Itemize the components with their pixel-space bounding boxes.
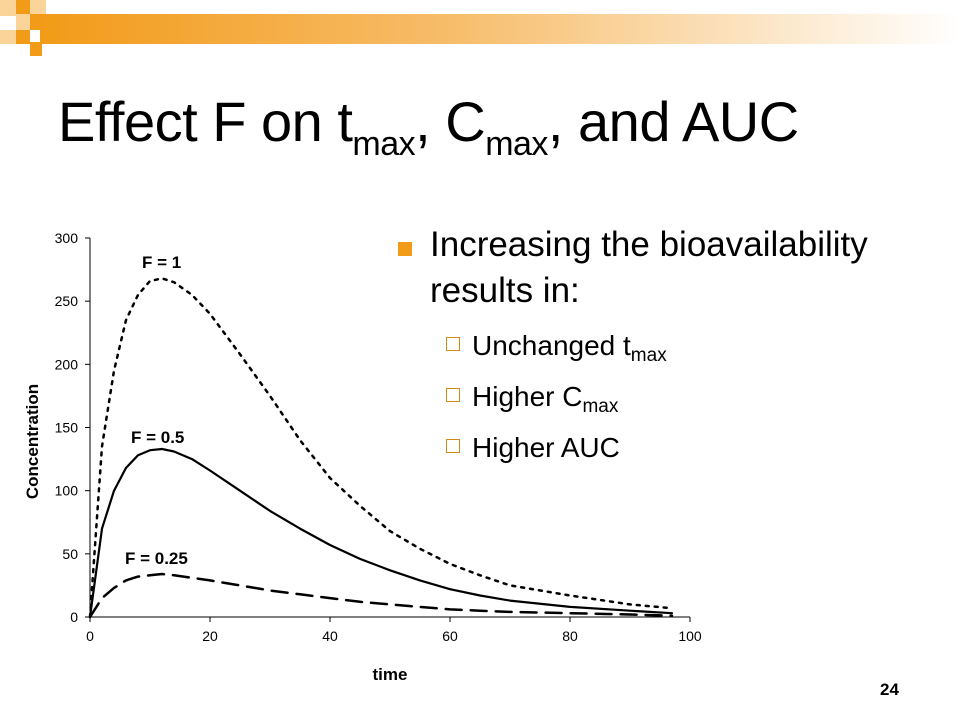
sub-bullet-text: Higher AUC	[472, 432, 620, 463]
series-line	[88, 277, 674, 619]
x-tick-label: 60	[442, 628, 458, 644]
header-square	[30, 14, 46, 30]
header-decoration	[0, 0, 960, 56]
sub-bullet-text: Unchanged t	[472, 330, 631, 361]
title-part: Effect F on t	[58, 90, 353, 153]
header-square	[0, 16, 16, 30]
series-line	[88, 572, 674, 619]
header-square	[30, 0, 46, 14]
sub-bullet-list: Unchanged tmax Higher Cmax Higher AUC	[396, 322, 936, 471]
sub-bullet: Unchanged tmax	[446, 322, 936, 373]
header-square	[16, 0, 30, 14]
y-tick-label: 200	[55, 356, 79, 372]
sub-bullet: Higher Cmax	[446, 373, 936, 424]
sub-bullet-subscript: max	[630, 345, 667, 366]
title-part: , C	[415, 90, 486, 153]
concentration-chart: 0 50 100 150 200 250 300 0 20 40 60 80 100 time Concen…	[23, 230, 702, 684]
y-tick-label: 50	[62, 546, 78, 562]
x-axis-label: time	[373, 665, 408, 684]
sub-bullet-text: Higher C	[472, 381, 583, 412]
title-part: , and AUC	[547, 90, 799, 153]
page-number: 24	[880, 680, 899, 699]
x-tick-label: 20	[202, 628, 218, 644]
series-line	[88, 447, 674, 619]
x-tick-label: 0	[86, 628, 94, 644]
x-tick-label: 80	[562, 628, 578, 644]
y-tick-label: 250	[55, 293, 79, 309]
y-tick-label: 300	[55, 230, 79, 246]
y-tick-label: 100	[55, 483, 79, 499]
checkbox-bullet-icon	[446, 388, 460, 402]
header-square	[0, 30, 16, 44]
header-square	[16, 30, 30, 44]
y-axis-label: Concentration	[23, 384, 42, 499]
series-label: F = 1	[142, 253, 181, 272]
sub-bullet-subscript: max	[582, 396, 619, 417]
sub-bullet: Higher AUC	[446, 424, 936, 471]
bullet-list: Increasing the bioavailability results i…	[396, 222, 936, 471]
title-subscript: max	[485, 125, 548, 163]
checkbox-bullet-icon	[446, 439, 460, 453]
header-bar	[40, 14, 960, 44]
header-square	[0, 0, 16, 16]
bullet-main-text: Increasing the bioavailability results i…	[430, 225, 868, 310]
x-tick-label: 40	[322, 628, 338, 644]
title-subscript: max	[352, 125, 416, 163]
y-tick-label: 150	[55, 420, 79, 436]
x-tick-label: 100	[678, 628, 702, 644]
checkbox-bullet-icon	[446, 337, 460, 351]
header-square	[30, 42, 42, 56]
header-square	[16, 14, 30, 30]
slide-title: Effect F on tmax, Cmax, and AUC	[58, 86, 799, 166]
square-bullet-icon	[398, 242, 412, 256]
series-label: F = 0.25	[125, 549, 188, 568]
y-tick-label: 0	[70, 609, 78, 625]
series-label: F = 0.5	[131, 428, 184, 447]
bullet-main: Increasing the bioavailability results i…	[396, 222, 936, 314]
